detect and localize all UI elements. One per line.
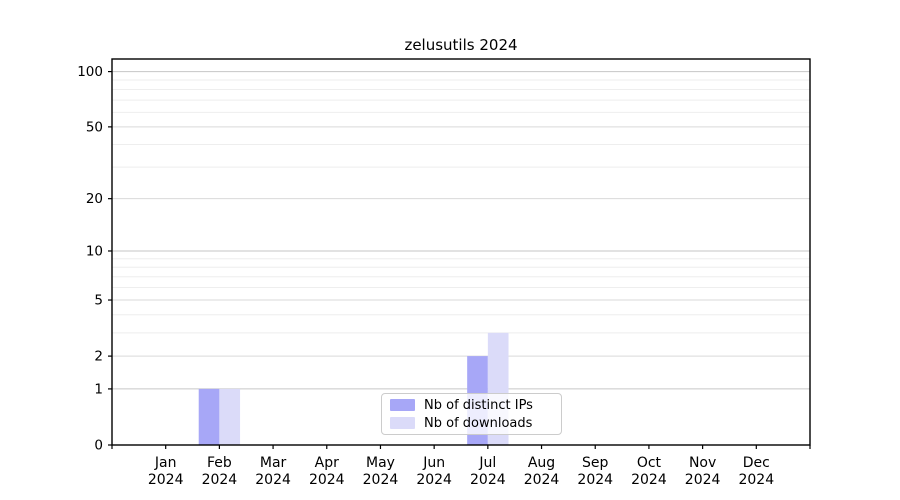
legend-item-distinct-ips: Nb of distinct IPs (390, 397, 553, 413)
legend: Nb of distinct IPs Nb of downloads (381, 393, 562, 435)
x-tick-label-year: 2024 (255, 472, 291, 488)
x-tick-label-year: 2024 (148, 472, 184, 488)
x-tick-label-year: 2024 (470, 472, 506, 488)
legend-swatch-downloads (390, 417, 415, 429)
x-tick-label-month: Feb (207, 455, 232, 471)
x-tick-label-month: Dec (743, 455, 770, 471)
x-tick-label-year: 2024 (524, 472, 560, 488)
x-tick-label-month: Nov (689, 455, 716, 471)
legend-swatch-distinct-ips (390, 399, 415, 411)
x-tick-label-month: Sep (582, 455, 609, 471)
x-tick-label-month: Jul (478, 455, 496, 471)
x-tick-label-year: 2024 (631, 472, 667, 488)
x-tick-label-year: 2024 (363, 472, 399, 488)
x-tick-label-year: 2024 (738, 472, 774, 488)
legend-item-downloads: Nb of downloads (390, 415, 553, 431)
x-tick-label-month: Jan (154, 455, 177, 471)
x-tick-label-month: Aug (528, 455, 555, 471)
x-tick-label-year: 2024 (309, 472, 345, 488)
y-tick-label: 0 (94, 438, 103, 454)
bar-distinct-ips (198, 388, 220, 445)
legend-label-distinct-ips: Nb of distinct IPs (424, 397, 533, 413)
x-tick-label-month: Jun (422, 455, 445, 471)
x-tick-label-year: 2024 (416, 472, 452, 488)
x-tick-label-year: 2024 (202, 472, 238, 488)
y-tick-label: 2 (94, 349, 103, 365)
y-tick-label: 20 (86, 191, 103, 207)
plot-frame (111, 58, 811, 446)
y-tick-label: 1 (94, 381, 103, 397)
y-tick-label: 100 (77, 64, 103, 80)
x-tick-label-month: Apr (315, 455, 339, 471)
x-tick-label-month: May (366, 455, 395, 471)
y-tick-label: 5 (94, 293, 103, 309)
x-tick-label-year: 2024 (577, 472, 613, 488)
bar-downloads (219, 388, 241, 445)
x-tick-label-year: 2024 (685, 472, 721, 488)
x-tick-label-month: Mar (260, 455, 287, 471)
chart-title: zelusutils 2024 (404, 36, 518, 54)
y-tick-label: 50 (86, 119, 103, 135)
x-tick-label-month: Oct (637, 455, 662, 471)
y-tick-label: 10 (86, 243, 103, 259)
legend-label-downloads: Nb of downloads (424, 415, 533, 431)
